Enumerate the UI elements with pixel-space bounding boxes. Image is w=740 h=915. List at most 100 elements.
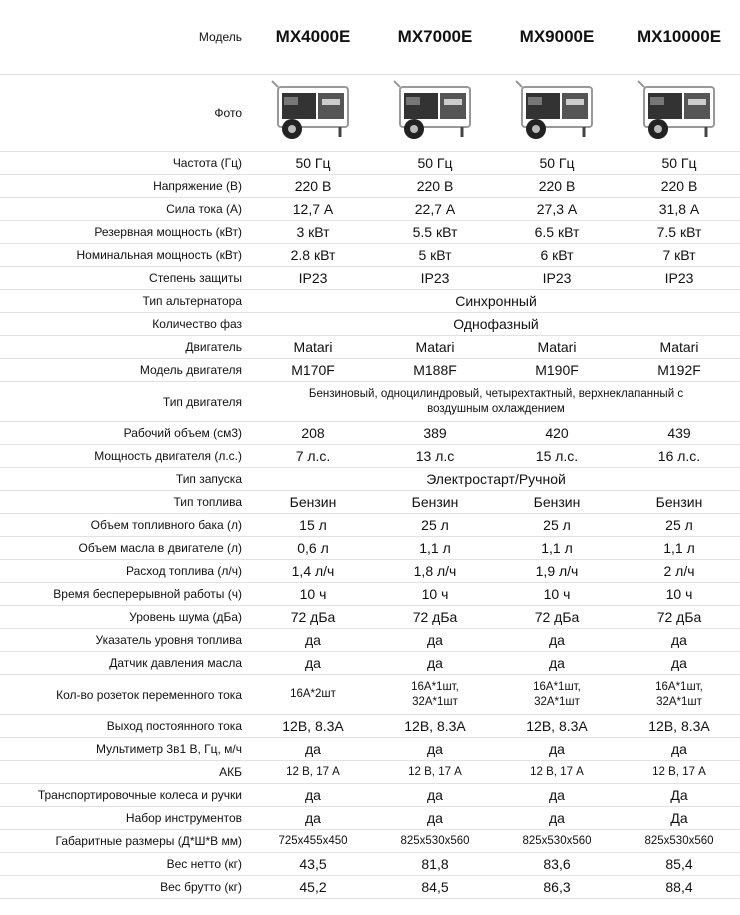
cell-value: 220 В [496, 175, 618, 198]
cell-value: 50 Гц [252, 152, 374, 175]
cell-value: да [252, 652, 374, 675]
cell-value: M192F [618, 359, 740, 382]
row-label: Объем топливного бака (л) [0, 514, 252, 537]
photo-cell [618, 75, 740, 152]
cell-value: 7 кВт [618, 244, 740, 267]
cell-value: да [252, 629, 374, 652]
row-label: Двигатель [0, 336, 252, 359]
cell-value: 12В, 8.3А [252, 715, 374, 738]
cell-value: M188F [374, 359, 496, 382]
cell-value: 2 л/ч [618, 560, 740, 583]
cell-value: 22,7 А [374, 198, 496, 221]
row-label: Вес нетто (кг) [0, 853, 252, 876]
cell-value: M170F [252, 359, 374, 382]
cell-value: да [252, 738, 374, 761]
page: {"table": { "corner": "Модель", "models"… [0, 0, 740, 915]
cell-value: 10 ч [618, 583, 740, 606]
cell-value: 3 кВт [252, 221, 374, 244]
row-label: Тип топлива [0, 491, 252, 514]
cell-value: 420 [496, 422, 618, 445]
cell-value: Однофазный [252, 313, 740, 336]
row-label: Датчик давления масла [0, 652, 252, 675]
cell-value: да [496, 784, 618, 807]
row-label: Габаритные размеры (Д*Ш*В мм) [0, 830, 252, 853]
model-name: MX9000E [496, 0, 618, 75]
generator-photo [636, 79, 722, 145]
cell-value: 72 дБа [374, 606, 496, 629]
cell-value: Matari [496, 336, 618, 359]
row-label: Рабочий объем (см3) [0, 422, 252, 445]
cell-value: Бензин [618, 491, 740, 514]
cell-value: Да [618, 784, 740, 807]
cell-value: 825x530x560 [496, 830, 618, 853]
cell-value: 85,4 [618, 853, 740, 876]
cell-value: IP23 [618, 267, 740, 290]
cell-value: 81,8 [374, 853, 496, 876]
cell-value: 12В, 8.3А [618, 715, 740, 738]
model-name: MX7000E [374, 0, 496, 75]
row-label: Объем масла в двигателе (л) [0, 537, 252, 560]
row-label: Количество фаз [0, 313, 252, 336]
row-label: Тип двигателя [0, 382, 252, 422]
cell-value: 208 [252, 422, 374, 445]
cell-value: 27,3 А [496, 198, 618, 221]
cell-value: 220 В [374, 175, 496, 198]
model-name: MX10000E [618, 0, 740, 75]
cell-value: 10 ч [496, 583, 618, 606]
cell-value: 12 В, 17 А [374, 761, 496, 784]
cell-value: 10 ч [252, 583, 374, 606]
cell-value: 15 л.с. [496, 445, 618, 468]
cell-value: 725x455x450 [252, 830, 374, 853]
generator-photo [392, 79, 478, 145]
row-label: Расход топлива (л/ч) [0, 560, 252, 583]
header-label: Модель [0, 0, 252, 75]
row-label: Уровень шума (дБа) [0, 606, 252, 629]
row-label: Тип запуска [0, 468, 252, 491]
row-label: Время бесперерывной работы (ч) [0, 583, 252, 606]
cell-value: 16 л.с. [618, 445, 740, 468]
photo-cell [252, 75, 374, 152]
cell-value: 1,1 л [374, 537, 496, 560]
generator-photo [514, 79, 600, 145]
cell-value: Matari [618, 336, 740, 359]
cell-value: 72 дБа [252, 606, 374, 629]
cell-value: да [252, 807, 374, 830]
cell-value: Синхронный [252, 290, 740, 313]
row-label: Набор инструментов [0, 807, 252, 830]
spec-table: МодельMX4000EMX7000EMX9000EMX10000EФотоЧ… [0, 0, 740, 899]
row-label: АКБ [0, 761, 252, 784]
cell-value: 12 В, 17 А [496, 761, 618, 784]
cell-value: Matari [252, 336, 374, 359]
cell-value: 2.8 кВт [252, 244, 374, 267]
generator-photo [270, 79, 356, 145]
cell-value: 13 л.с [374, 445, 496, 468]
row-label: Сила тока (А) [0, 198, 252, 221]
cell-value: 25 л [374, 514, 496, 537]
cell-value: 16А*1шт, 32А*1шт [374, 675, 496, 715]
cell-value: да [374, 784, 496, 807]
row-label: Мощность двигателя (л.с.) [0, 445, 252, 468]
table-body: МодельMX4000EMX7000EMX9000EMX10000EФотоЧ… [0, 0, 740, 899]
cell-value: 16А*1шт, 32А*1шт [496, 675, 618, 715]
cell-value: 50 Гц [496, 152, 618, 175]
